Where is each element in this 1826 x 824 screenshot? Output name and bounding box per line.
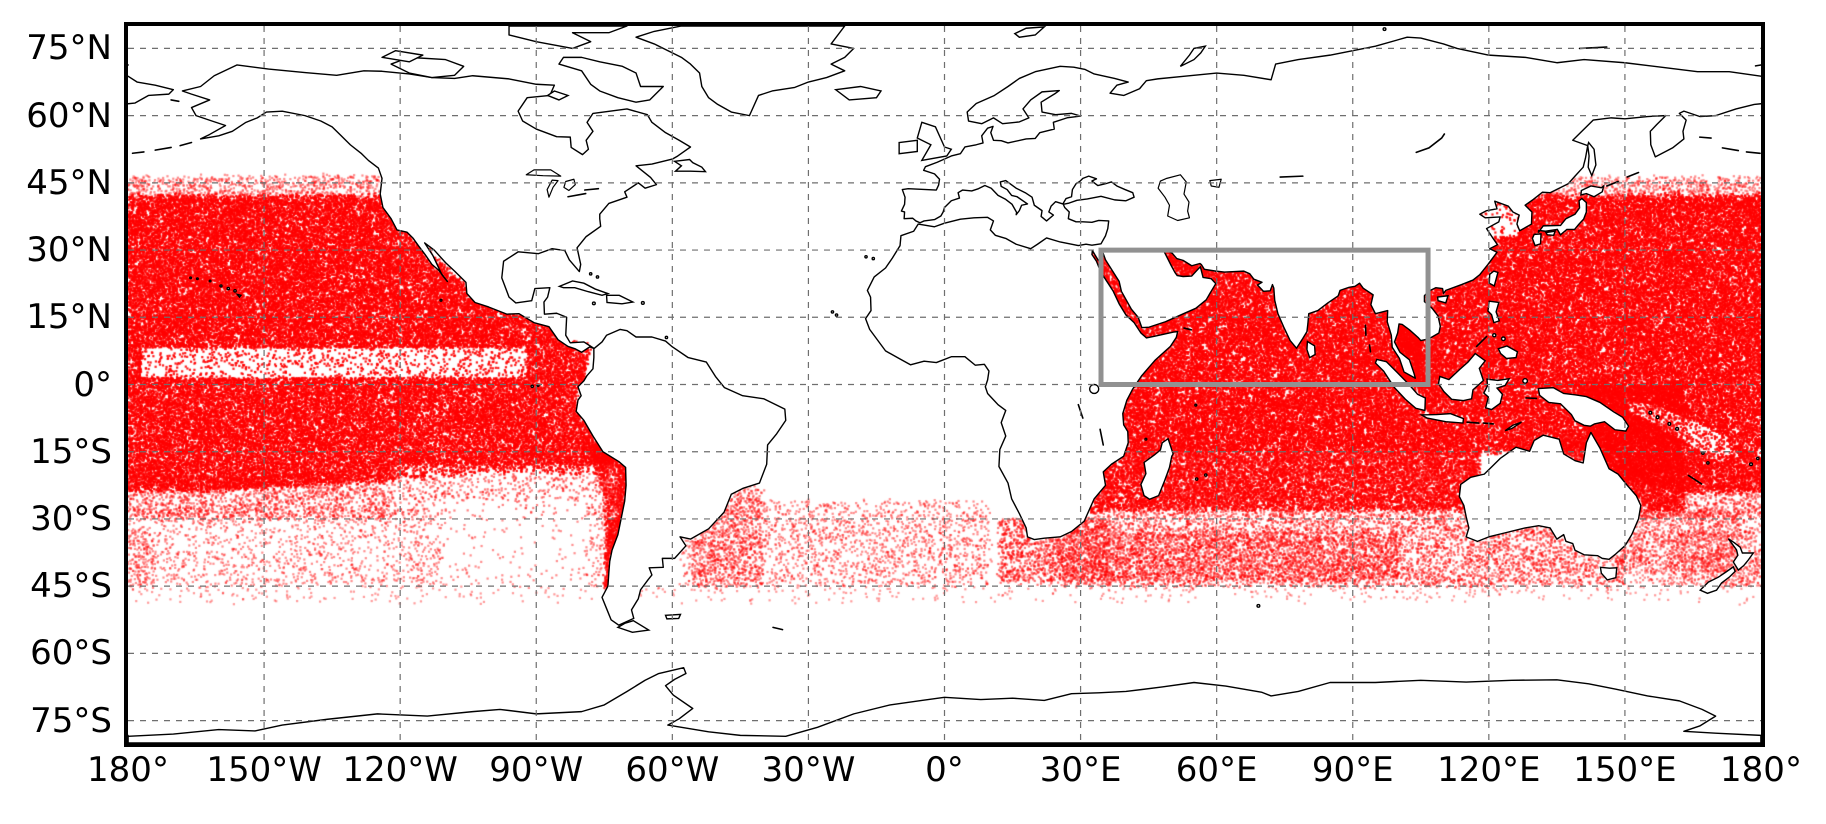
x-tick-label: 0° [925,750,964,790]
y-tick-label: 0° [73,364,112,405]
y-tick-label: 75°N [26,28,112,69]
x-tick-label: 150°W [206,750,322,790]
y-tick-label: 75°S [30,700,112,741]
y-tick-label: 30°S [30,498,112,539]
y-tick-label: 15°N [26,297,112,338]
plot-frame [124,22,1765,747]
x-tick-label: 120°E [1437,750,1541,790]
x-tick-label: 150°E [1573,750,1677,790]
y-tick-label: 15°S [30,431,112,472]
x-tick-label: 30°E [1039,750,1122,790]
y-tick-label: 60°N [26,95,112,136]
x-tick-label: 30°W [761,750,856,790]
x-tick-label: 180° [87,750,169,790]
x-tick-label: 180° [1720,750,1802,790]
x-tick-label: 120°W [342,750,458,790]
y-tick-label: 45°N [26,162,112,203]
x-tick-label: 60°E [1175,750,1258,790]
world-map-svg [128,26,1761,743]
x-tick-label: 60°W [625,750,720,790]
y-tick-label: 45°S [30,566,112,607]
y-tick-label: 60°S [30,633,112,674]
y-tick-label: 30°N [26,230,112,271]
graticule-layer [128,26,1761,743]
x-tick-label: 90°W [489,750,584,790]
study-region-box [1101,250,1428,384]
x-tick-label: 90°E [1311,750,1394,790]
